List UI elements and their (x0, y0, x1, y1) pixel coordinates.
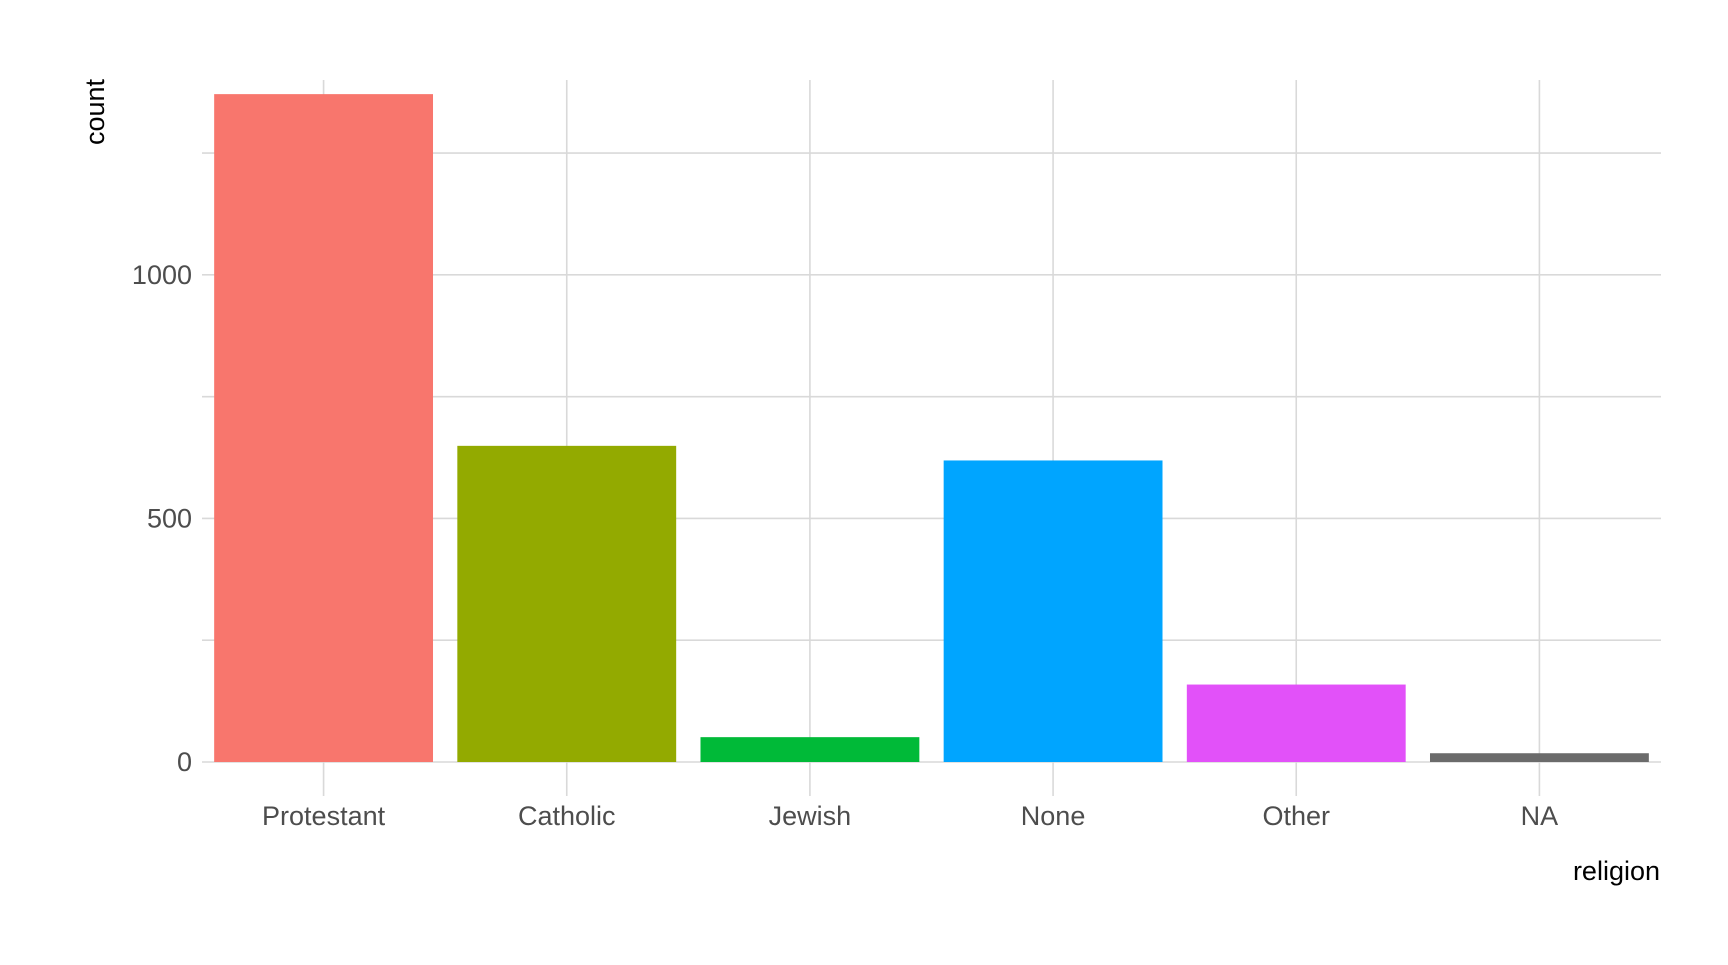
bar-jewish (700, 737, 920, 762)
x-axis-ticks: Protestant Catholic Jewish None Other NA (262, 801, 1558, 831)
bar-na (1429, 753, 1649, 762)
y-tick-label: 1000 (132, 260, 192, 290)
x-tick-label: None (1021, 801, 1086, 831)
bar-none (943, 460, 1163, 762)
x-tick-label: Jewish (769, 801, 852, 831)
x-tick-label: NA (1521, 801, 1559, 831)
x-tick-label: Protestant (262, 801, 386, 831)
x-tick-label: Other (1262, 801, 1330, 831)
bars-layer (214, 94, 1649, 763)
grid-layer (202, 80, 1661, 796)
y-tick-label: 500 (147, 503, 192, 533)
bar-protestant (214, 94, 434, 763)
y-axis-title: count (80, 78, 110, 145)
x-axis-title: religion (1573, 856, 1660, 886)
y-tick-label: 0 (177, 747, 192, 777)
bar-catholic (457, 445, 677, 762)
bar-other (1186, 684, 1406, 762)
x-tick-label: Catholic (518, 801, 616, 831)
y-axis-ticks: 0 500 1000 (132, 260, 192, 777)
